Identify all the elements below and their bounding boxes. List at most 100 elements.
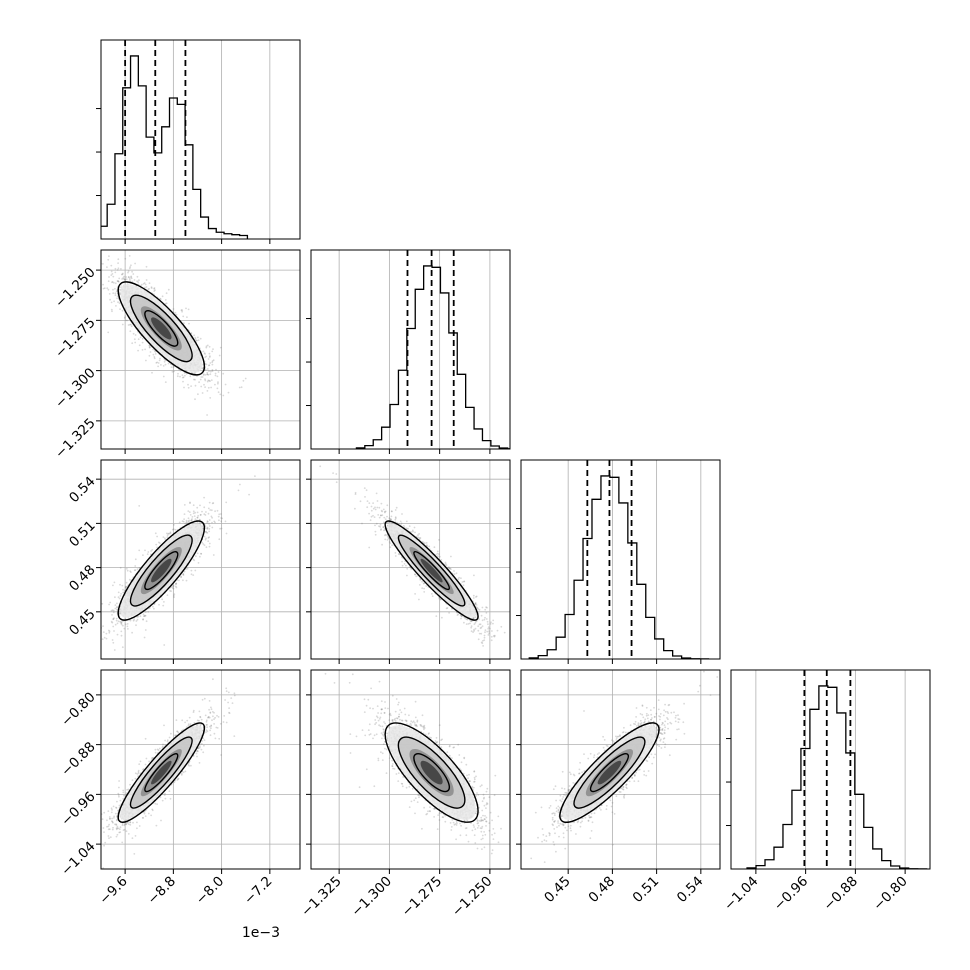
scatter-point <box>192 558 195 561</box>
scatter-point <box>109 298 111 301</box>
scatter-point <box>91 286 93 288</box>
scatter-point <box>141 341 144 344</box>
scatter-point <box>105 632 108 635</box>
panel-frame <box>100 249 301 450</box>
scatter-point <box>109 601 112 604</box>
scatter-point <box>208 370 210 372</box>
scatter-point <box>147 288 150 291</box>
histogram-panel-0 <box>100 39 301 240</box>
scatter-point <box>114 267 117 270</box>
scatter-point <box>110 620 113 623</box>
scatter-point <box>92 256 94 258</box>
scatter-point <box>142 282 145 285</box>
scatter-point <box>169 590 171 592</box>
scatter-point <box>112 275 115 278</box>
scatter-point <box>124 586 127 589</box>
scatter-point <box>145 359 147 362</box>
scatter-point <box>244 377 247 380</box>
scatter-point <box>151 371 153 374</box>
scatter-point <box>106 266 108 268</box>
scatter-point <box>189 514 192 516</box>
scatter-point <box>132 332 135 335</box>
scatter-point <box>119 308 121 310</box>
scatter-point <box>113 281 115 284</box>
scatter-point <box>116 602 118 605</box>
scatter-point <box>121 323 124 326</box>
scatter-point <box>210 379 213 381</box>
scatter-point <box>203 506 206 509</box>
scatter-point <box>190 332 193 334</box>
scatter-point <box>199 555 201 558</box>
scatter-point <box>154 532 157 535</box>
scatter-point <box>133 569 136 572</box>
scatter-point <box>208 501 211 504</box>
scatter-point <box>208 364 210 367</box>
scatter-point <box>208 525 211 527</box>
scatter-point <box>164 381 167 383</box>
scatter-point <box>218 354 221 357</box>
scatter-point <box>175 582 178 585</box>
scatter-point <box>118 277 121 280</box>
scatter-point <box>167 362 170 365</box>
scatter-point <box>201 367 204 370</box>
scatter-point <box>175 582 178 585</box>
scatter-point <box>197 562 200 564</box>
scatter-point <box>189 502 191 504</box>
scatter-point <box>180 576 183 579</box>
scatter-point <box>114 287 116 290</box>
scatter-point <box>130 277 133 280</box>
scatter-point <box>183 504 186 506</box>
scatter-point <box>187 386 190 389</box>
scatter-point <box>194 338 197 340</box>
scatter-point <box>125 567 128 570</box>
scatter-point <box>120 268 122 270</box>
scatter-point <box>203 544 206 547</box>
scatter-point <box>219 393 222 396</box>
scatter-point <box>190 519 193 522</box>
scatter-point <box>111 621 114 624</box>
scatter-point <box>189 501 191 504</box>
scatter-point <box>98 634 100 636</box>
scatter-point <box>209 370 212 373</box>
scatter-point <box>122 591 124 594</box>
scatter-point <box>103 636 106 639</box>
scatter-point <box>102 287 105 290</box>
scatter-point <box>201 376 204 378</box>
scatter-point <box>135 624 137 627</box>
scatter-point <box>120 622 122 625</box>
scatter-point <box>182 520 185 523</box>
scatter-point <box>205 546 208 549</box>
scatter-point <box>192 574 195 576</box>
scatter-point <box>175 586 178 589</box>
scatter-point <box>124 278 126 280</box>
scatter-point <box>127 628 129 630</box>
scatter-point <box>206 526 209 529</box>
scatter-point <box>126 623 129 625</box>
scatter-point <box>181 374 184 376</box>
scatter-point <box>153 287 156 290</box>
scatter-point <box>111 281 113 284</box>
scatter-point <box>110 270 113 273</box>
scatter-point <box>214 372 217 375</box>
scatter-point <box>206 522 208 524</box>
scatter-point <box>187 517 190 520</box>
scatter-point <box>214 521 216 524</box>
scatter-point <box>239 483 241 486</box>
scatter-point <box>134 569 137 571</box>
scatter-point <box>130 276 132 279</box>
scatter-point <box>147 611 150 613</box>
scatter-point <box>172 587 174 589</box>
scatter-point <box>198 522 201 524</box>
scatter-point <box>242 379 245 382</box>
scatter-point <box>195 339 198 342</box>
scatter-point <box>108 276 110 278</box>
scatter-point <box>121 309 124 312</box>
scatter-point <box>114 294 117 297</box>
scatter-point <box>240 386 243 389</box>
scatter-point <box>139 615 142 618</box>
scatter-point <box>217 391 220 394</box>
scatter-point <box>122 624 124 627</box>
scatter-point <box>125 278 128 281</box>
scatter-point <box>204 538 207 541</box>
scatter-point <box>201 541 204 544</box>
